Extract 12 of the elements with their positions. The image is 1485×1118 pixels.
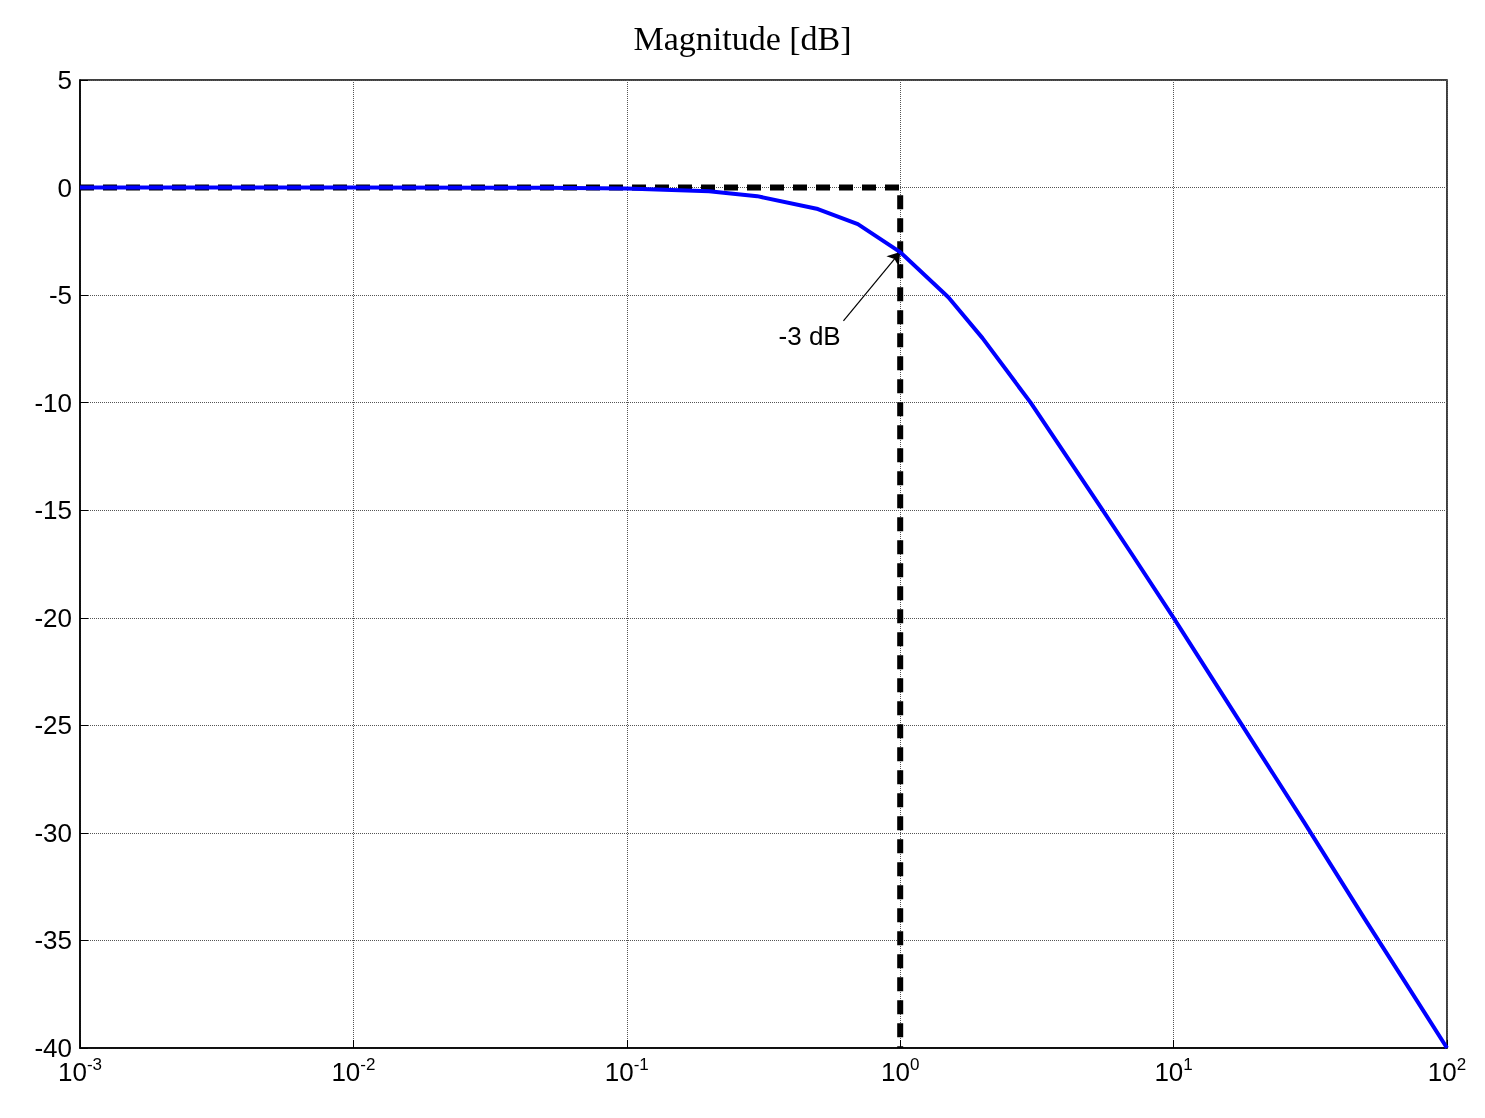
y-tick-label: -15 <box>34 495 72 526</box>
chart-title: Magnitude [dB] <box>633 19 852 57</box>
y-tick-label: -35 <box>34 925 72 956</box>
annotation: -3 dB <box>778 320 841 351</box>
y-tick-label: -25 <box>34 710 72 741</box>
y-tick-label: -30 <box>34 817 72 848</box>
y-tick-label: -40 <box>34 1033 72 1063</box>
y-tick-label: -20 <box>34 602 72 633</box>
y-tick-label: 0 <box>57 172 72 203</box>
y-tick-label: -5 <box>48 280 72 311</box>
y-tick-label: -10 <box>34 387 72 418</box>
y-tick-label: 5 <box>57 65 72 95</box>
